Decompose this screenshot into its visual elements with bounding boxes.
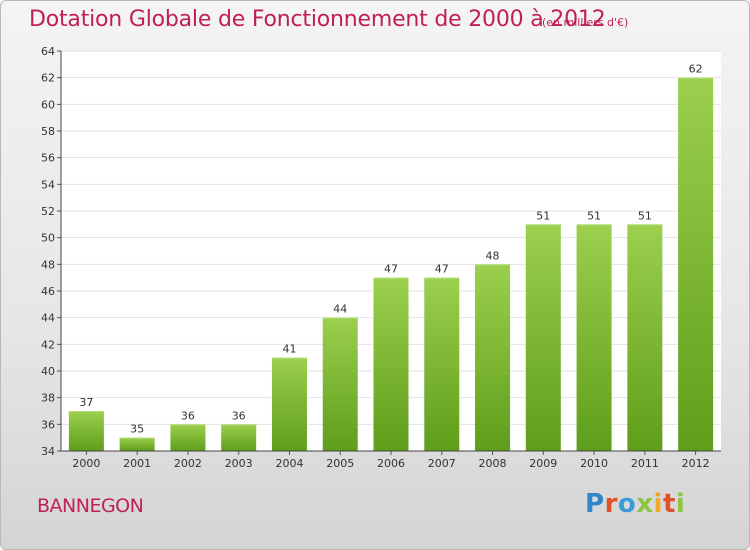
y-tick-label: 62 xyxy=(41,72,55,85)
proxiti-logo: Proxiti xyxy=(585,489,685,519)
y-tick-label: 38 xyxy=(41,392,55,405)
commune-name: BANNEGON xyxy=(37,495,144,517)
x-tick-label: 2000 xyxy=(72,457,100,470)
bar-value-label: 44 xyxy=(333,303,347,316)
y-tick-label: 34 xyxy=(41,445,55,458)
y-tick-label: 52 xyxy=(41,205,55,218)
x-tick-label: 2004 xyxy=(275,457,303,470)
bar xyxy=(475,264,511,451)
y-tick-label: 60 xyxy=(41,98,55,111)
x-tick-label: 2007 xyxy=(428,457,456,470)
bar xyxy=(424,277,460,451)
bar xyxy=(68,411,104,451)
y-tick-label: 44 xyxy=(41,312,55,325)
bar xyxy=(525,224,561,451)
x-tick-label: 2008 xyxy=(479,457,507,470)
bar-value-label: 51 xyxy=(587,209,601,222)
bar xyxy=(576,224,612,451)
bar xyxy=(322,317,358,451)
bar xyxy=(119,437,155,451)
bar-value-label: 51 xyxy=(638,209,652,222)
chart-title: Dotation Globale de Fonctionnement de 20… xyxy=(29,7,606,32)
y-tick-label: 48 xyxy=(41,258,55,271)
y-tick-label: 40 xyxy=(41,365,55,378)
y-tick-label: 56 xyxy=(41,152,55,165)
bar-value-label: 36 xyxy=(232,409,246,422)
logo-letter: o xyxy=(617,489,637,519)
bar xyxy=(271,357,307,451)
bar-value-label: 37 xyxy=(79,396,93,409)
x-tick-label: 2009 xyxy=(529,457,557,470)
x-tick-label: 2010 xyxy=(580,457,608,470)
bar-value-label: 62 xyxy=(689,63,703,76)
bar-value-label: 35 xyxy=(130,423,144,436)
bar xyxy=(373,277,409,451)
y-tick-label: 42 xyxy=(41,338,55,351)
y-tick-label: 36 xyxy=(41,418,55,431)
bar-value-label: 41 xyxy=(282,343,296,356)
y-tick-label: 46 xyxy=(41,285,55,298)
x-tick-label: 2003 xyxy=(225,457,253,470)
bar-value-label: 47 xyxy=(384,263,398,276)
x-tick-label: 2002 xyxy=(174,457,202,470)
y-tick-label: 50 xyxy=(41,232,55,245)
y-tick-label: 58 xyxy=(41,125,55,138)
bar-value-label: 48 xyxy=(486,249,500,262)
bar-value-label: 36 xyxy=(181,409,195,422)
x-tick-label: 2011 xyxy=(631,457,659,470)
y-tick-label: 64 xyxy=(41,45,55,58)
bar xyxy=(678,77,714,452)
x-tick-label: 2006 xyxy=(377,457,405,470)
bar xyxy=(170,424,206,451)
bar-value-label: 47 xyxy=(435,263,449,276)
logo-letter: i xyxy=(653,489,663,519)
bar xyxy=(221,424,257,451)
logo-letter: r xyxy=(604,489,618,519)
x-tick-label: 2012 xyxy=(682,457,710,470)
x-tick-label: 2005 xyxy=(326,457,354,470)
x-tick-label: 2001 xyxy=(123,457,151,470)
bar xyxy=(627,224,663,451)
logo-letter: i xyxy=(675,489,686,519)
logo-letter: x xyxy=(636,489,654,519)
logo-letter: t xyxy=(662,489,676,519)
logo-letter: P xyxy=(585,489,605,519)
chart-subtitle: (en milliers d'€) xyxy=(542,16,629,29)
y-tick-label: 54 xyxy=(41,178,55,191)
bar-value-label: 51 xyxy=(536,209,550,222)
